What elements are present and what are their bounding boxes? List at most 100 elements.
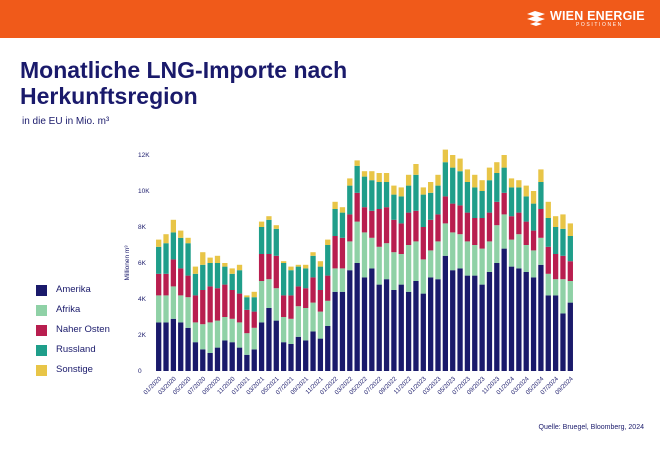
bar-segment-afrika	[222, 317, 228, 341]
bar-segment-sonstige	[523, 185, 529, 197]
bar-segment-afrika	[516, 234, 522, 269]
bar-stack-07-2020	[200, 252, 206, 371]
wien-energie-logo-icon	[527, 11, 545, 26]
bar-segment-sonstige	[552, 216, 559, 227]
chart-title: Monatliche LNG-Importe nach Herkunftsreg…	[20, 57, 348, 109]
bar-segment-amerika	[450, 270, 456, 371]
bar-segment-amerika	[383, 279, 390, 371]
bar-segment-sonstige	[236, 264, 243, 271]
bar-segment-amerika	[207, 353, 213, 371]
bar-segment-sonstige	[435, 174, 441, 186]
bar-segment-naher-osten	[244, 309, 250, 334]
source-note: Quelle: Bruegel, Bloomberg, 2024	[538, 424, 644, 431]
bar-stack-07-2022	[376, 173, 382, 371]
bar-segment-afrika	[523, 245, 529, 272]
bar-segment-sonstige	[303, 264, 309, 269]
bar-segment-amerika	[266, 308, 272, 371]
bar-segment-sonstige	[163, 234, 169, 244]
bar-segment-sonstige	[391, 185, 397, 195]
bar-stack-05-2022	[361, 171, 368, 371]
bar-segment-russland	[266, 219, 272, 254]
legend-swatch-sonstige	[36, 365, 47, 376]
bar-segment-naher-osten	[420, 227, 426, 260]
bar-segment-afrika	[479, 248, 485, 285]
bar-segment-afrika	[545, 273, 551, 296]
bar-segment-russland	[420, 194, 426, 227]
bar-segment-afrika	[251, 327, 257, 350]
y-tick-label: 2K	[138, 332, 147, 339]
bar-segment-russland	[494, 173, 500, 202]
bar-segment-afrika	[303, 308, 309, 341]
bar-segment-naher-osten	[508, 216, 515, 240]
bar-segment-naher-osten	[347, 214, 353, 242]
bar-segment-amerika	[200, 349, 206, 371]
bar-segment-amerika	[170, 318, 177, 371]
bar-segment-afrika	[339, 268, 346, 292]
bar-segment-afrika	[530, 250, 537, 278]
bar-segment-amerika	[413, 281, 419, 371]
bar-segment-sonstige	[383, 173, 390, 182]
bar-stack-07-2021	[288, 266, 294, 371]
bar-segment-sonstige	[413, 164, 419, 175]
bar-segment-russland	[303, 268, 309, 289]
bar-segment-afrika	[185, 297, 191, 328]
bar-segment-russland	[479, 191, 485, 218]
bar-segment-naher-osten	[170, 259, 177, 287]
legend-label-amerika: Amerika	[56, 284, 91, 295]
legend-swatch-amerika	[36, 285, 47, 296]
bar-segment-afrika	[229, 318, 235, 343]
bar-segment-afrika	[486, 241, 493, 272]
bar-segment-afrika	[273, 288, 279, 321]
bar-stack-06-2024	[545, 201, 551, 371]
bar-segment-russland	[280, 263, 287, 296]
bar-segment-russland	[354, 165, 360, 193]
bar-segment-russland	[332, 209, 338, 236]
bar-segment-amerika	[405, 291, 412, 371]
bar-segment-russland	[398, 196, 404, 224]
bar-segment-sonstige	[428, 182, 434, 193]
bar-segment-afrika	[266, 279, 272, 308]
bar-segment-naher-osten	[332, 236, 338, 269]
bar-segment-naher-osten	[501, 192, 507, 215]
bar-segment-naher-osten	[442, 196, 448, 224]
bar-segment-amerika	[178, 322, 184, 371]
bar-stack-01-2023	[420, 187, 426, 371]
brand-subline: POSITIONEN	[576, 22, 623, 28]
bar-segment-russland	[435, 185, 441, 215]
bar-segment-russland	[163, 243, 169, 274]
bar-segment-sonstige	[567, 223, 573, 236]
bar-segment-naher-osten	[552, 254, 559, 280]
bar-stack-02-2022	[339, 207, 346, 371]
bar-segment-naher-osten	[229, 290, 235, 319]
y-tick-label: 12K	[138, 152, 150, 159]
bar-segment-russland	[413, 174, 419, 211]
bar-segment-sonstige	[325, 239, 331, 245]
bar-segment-amerika	[523, 272, 529, 371]
bar-stack-12-2021	[325, 239, 331, 371]
bar-segment-amerika	[361, 277, 368, 371]
bar-segment-sonstige	[214, 255, 221, 263]
bar-segment-naher-osten	[369, 210, 375, 238]
bar-segment-sonstige	[545, 201, 551, 218]
bar-segment-amerika	[185, 327, 191, 371]
bar-segment-amerika	[508, 266, 515, 371]
bar-segment-amerika	[464, 275, 471, 371]
legend-swatch-russland	[36, 345, 47, 356]
bar-segment-russland	[530, 203, 537, 231]
bar-stack-07-2023	[464, 169, 471, 371]
bar-segment-naher-osten	[479, 218, 485, 249]
bar-stack-06-2021	[280, 261, 287, 371]
bar-segment-russland	[552, 227, 559, 254]
bar-segment-sonstige	[185, 237, 191, 244]
bar-segment-afrika	[494, 225, 500, 263]
bar-segment-naher-osten	[192, 295, 199, 323]
bar-segment-russland	[567, 236, 573, 262]
bar-segment-russland	[545, 218, 551, 247]
bar-segment-russland	[295, 266, 301, 287]
bar-segment-afrika	[391, 252, 397, 290]
bar-segment-sonstige	[420, 187, 426, 195]
bar-segment-amerika	[310, 331, 316, 371]
bar-segment-amerika	[530, 277, 537, 371]
bar-stack-03-2020	[170, 219, 177, 371]
bar-segment-afrika	[413, 241, 419, 281]
